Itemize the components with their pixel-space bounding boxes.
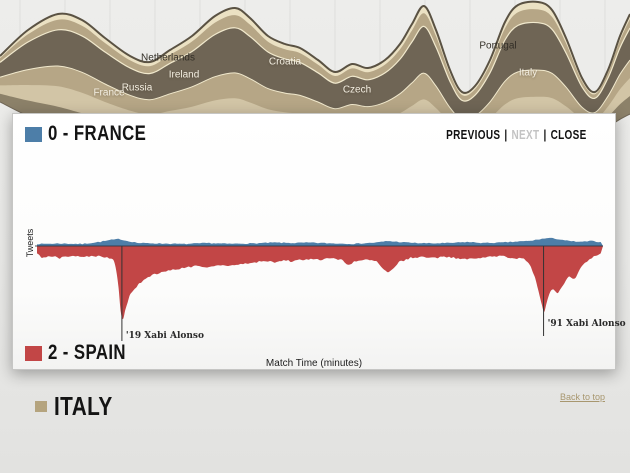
goal-annotation-1: '19 Xabi Alonso bbox=[125, 331, 204, 341]
italy-title: ITALY bbox=[54, 391, 113, 421]
stream-country-label-netherlands[interactable]: Netherlands bbox=[141, 52, 195, 64]
goal-annotation-2: '91 Xabi Alonso bbox=[547, 319, 626, 329]
spain-legend-swatch bbox=[25, 345, 42, 361]
nav-separator: | bbox=[543, 128, 547, 142]
x-axis-label: Match Time (minutes) bbox=[265, 358, 363, 369]
italy-legend-swatch bbox=[35, 401, 47, 412]
match-detail-panel: 0 - FRANCE PREVIOUS | NEXT | CLOSE Tweets '1… bbox=[12, 113, 626, 370]
stream-country-label-czech[interactable]: Czech bbox=[342, 84, 372, 96]
italy-section: ITALY Tie vs. SpainTie vs. CroatiaWin vs… bbox=[0, 385, 630, 473]
panel-footer: 2 - SPAIN bbox=[25, 341, 145, 367]
france-legend-swatch bbox=[25, 126, 42, 142]
stream-country-label-croatia[interactable]: Croatia bbox=[268, 56, 302, 68]
back-to-top-link[interactable]: Back to top bbox=[559, 392, 605, 402]
stream-country-label-italy[interactable]: Italy bbox=[518, 67, 538, 79]
stream-country-label-ireland[interactable]: Ireland bbox=[168, 69, 200, 81]
nav-separator: | bbox=[504, 128, 508, 142]
panel-header: 0 - FRANCE bbox=[25, 122, 171, 145]
panel-nav: PREVIOUS | NEXT | CLOSE bbox=[411, 128, 587, 142]
france-score-title: 0 - FRANCE bbox=[48, 122, 147, 145]
stream-country-label-portugal[interactable]: Portugal bbox=[479, 40, 517, 52]
stream-country-label-france[interactable]: France bbox=[93, 87, 125, 99]
y-axis-label: Tweets bbox=[25, 228, 35, 258]
next-button[interactable]: NEXT bbox=[511, 128, 540, 142]
italy-header: ITALY bbox=[35, 391, 127, 422]
previous-button[interactable]: PREVIOUS bbox=[446, 128, 501, 142]
stream-country-label-russia[interactable]: Russia bbox=[121, 82, 153, 94]
spain-score-title: 2 - SPAIN bbox=[48, 341, 126, 364]
close-button[interactable]: CLOSE bbox=[550, 128, 587, 142]
match-chart-canvas bbox=[35, 237, 603, 341]
